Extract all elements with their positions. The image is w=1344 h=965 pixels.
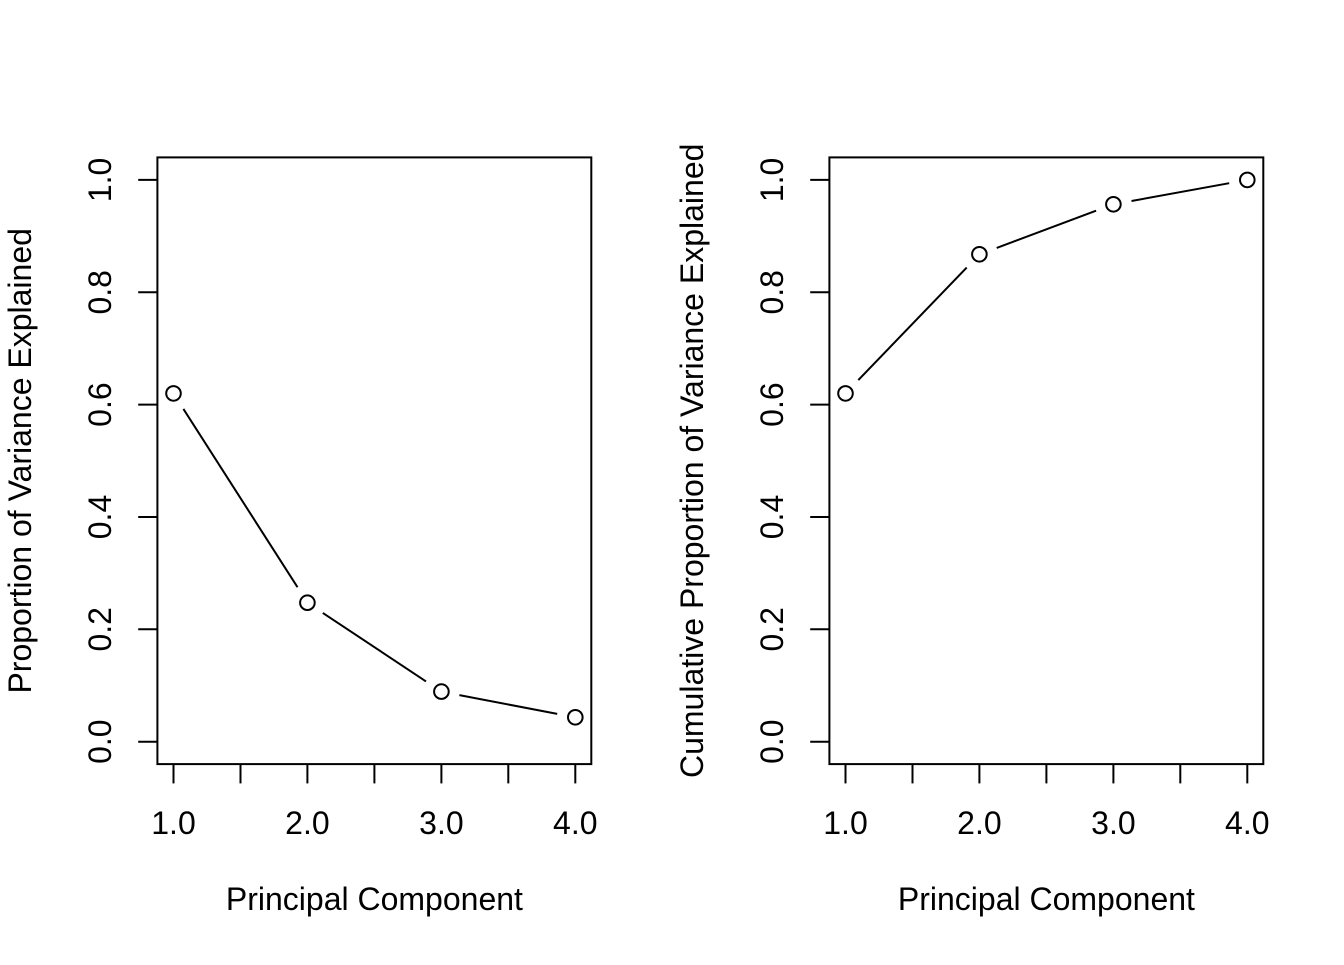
svg-text:1.0: 1.0 bbox=[823, 805, 867, 841]
svg-text:1.0: 1.0 bbox=[151, 805, 195, 841]
svg-text:0.4: 0.4 bbox=[82, 495, 118, 539]
svg-text:0.2: 0.2 bbox=[754, 607, 790, 651]
svg-text:Cumulative Proportion of Varia: Cumulative Proportion of Variance Explai… bbox=[674, 144, 710, 778]
svg-text:2.0: 2.0 bbox=[957, 805, 1001, 841]
svg-text:3.0: 3.0 bbox=[419, 805, 463, 841]
svg-text:0.8: 0.8 bbox=[754, 270, 790, 314]
svg-text:4.0: 4.0 bbox=[1225, 805, 1269, 841]
svg-text:3.0: 3.0 bbox=[1091, 805, 1135, 841]
svg-text:Proportion of Variance Explain: Proportion of Variance Explained bbox=[2, 228, 38, 693]
svg-text:Principal Component: Principal Component bbox=[226, 881, 523, 917]
svg-text:0.8: 0.8 bbox=[82, 270, 118, 314]
svg-text:Principal Component: Principal Component bbox=[898, 881, 1195, 917]
svg-text:0.2: 0.2 bbox=[82, 607, 118, 651]
svg-text:1.0: 1.0 bbox=[754, 158, 790, 202]
svg-text:4.0: 4.0 bbox=[553, 805, 597, 841]
svg-text:0.0: 0.0 bbox=[754, 719, 790, 763]
svg-text:0.6: 0.6 bbox=[82, 382, 118, 426]
svg-text:2.0: 2.0 bbox=[285, 805, 329, 841]
svg-text:0.6: 0.6 bbox=[754, 382, 790, 426]
svg-text:0.0: 0.0 bbox=[82, 719, 118, 763]
svg-text:1.0: 1.0 bbox=[82, 158, 118, 202]
svg-text:0.4: 0.4 bbox=[754, 495, 790, 539]
